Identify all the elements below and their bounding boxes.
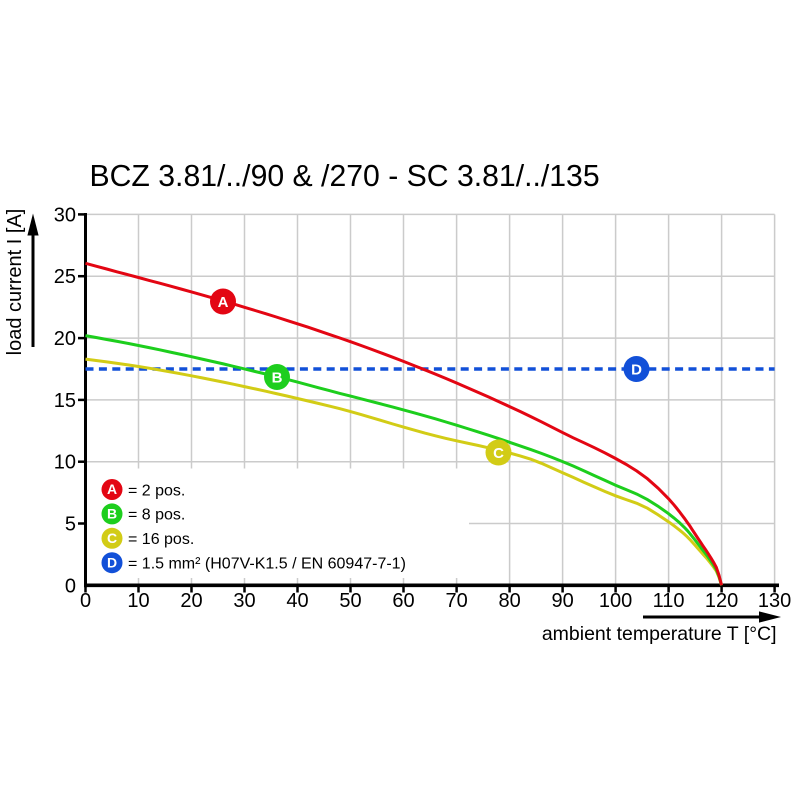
svg-text:C: C	[107, 530, 117, 546]
svg-text:load current I [A]: load current I [A]	[4, 209, 26, 356]
svg-text:90: 90	[551, 590, 573, 612]
svg-text:120: 120	[705, 590, 738, 612]
svg-text:0: 0	[65, 575, 76, 597]
svg-text:130: 130	[758, 590, 791, 612]
svg-text:15: 15	[54, 390, 76, 412]
svg-text:B: B	[272, 370, 283, 387]
svg-text:50: 50	[339, 590, 361, 612]
svg-text:= 2 pos.: = 2 pos.	[128, 482, 185, 499]
svg-text:A: A	[218, 294, 229, 311]
svg-text:D: D	[631, 362, 642, 379]
svg-text:D: D	[107, 554, 117, 570]
svg-text:110: 110	[653, 590, 685, 612]
svg-text:10: 10	[127, 590, 149, 612]
svg-text:C: C	[493, 445, 504, 462]
svg-text:100: 100	[599, 590, 632, 612]
svg-text:10: 10	[54, 452, 76, 474]
svg-text:20: 20	[54, 328, 76, 350]
svg-text:25: 25	[54, 266, 76, 288]
svg-text:70: 70	[445, 590, 467, 612]
svg-text:B: B	[107, 506, 117, 522]
svg-text:= 8 pos.: = 8 pos.	[128, 507, 185, 524]
svg-text:0: 0	[80, 590, 91, 612]
svg-text:80: 80	[498, 590, 520, 612]
svg-text:= 1.5 mm² (H07V-K1.5 / EN 6094: = 1.5 mm² (H07V-K1.5 / EN 60947-7-1)	[128, 556, 406, 573]
svg-text:BCZ 3.81/../90 & /270 - SC 3.8: BCZ 3.81/../90 & /270 - SC 3.81/../135	[90, 160, 600, 193]
svg-text:40: 40	[286, 590, 308, 612]
svg-text:ambient temperature T [°C]: ambient temperature T [°C]	[542, 623, 777, 645]
svg-text:30: 30	[233, 590, 255, 612]
svg-text:A: A	[107, 481, 117, 497]
svg-text:20: 20	[180, 590, 202, 612]
svg-text:= 16 pos.: = 16 pos.	[128, 531, 194, 548]
svg-text:30: 30	[54, 204, 76, 226]
svg-text:5: 5	[65, 514, 76, 536]
svg-text:60: 60	[392, 590, 414, 612]
